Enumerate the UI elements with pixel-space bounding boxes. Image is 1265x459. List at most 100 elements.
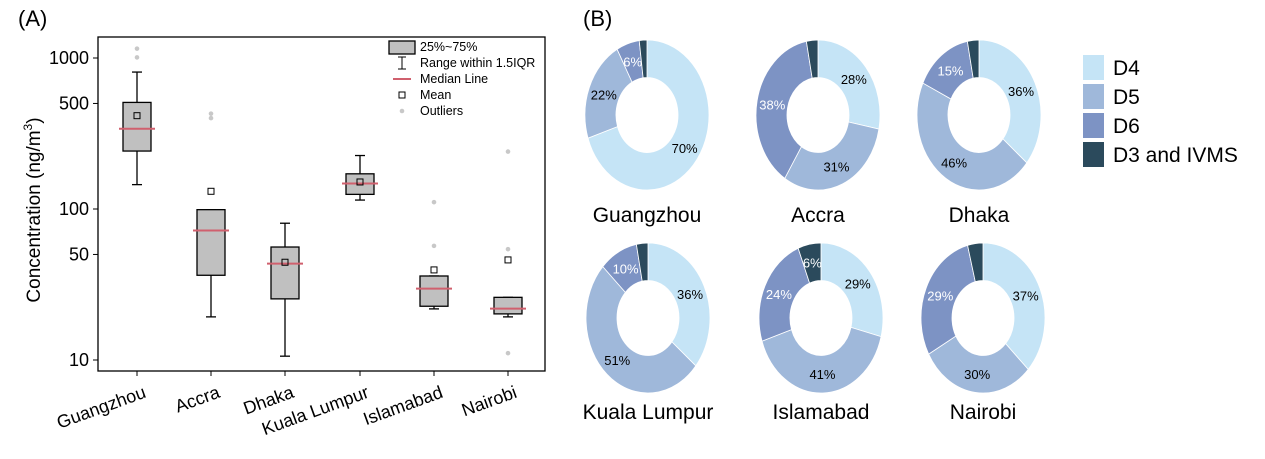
donut-slice-d3-and-ivms: [797, 242, 822, 284]
slice-label: 10%: [613, 262, 639, 277]
box-nairobi: [490, 149, 526, 356]
legend-label: D6: [1113, 115, 1140, 138]
legend-box-swatch: [388, 40, 416, 55]
mean-marker: [281, 258, 289, 266]
legend-label: 25%~75%: [420, 40, 477, 54]
mean-marker: [430, 266, 438, 274]
donut-slice-d5: [784, 121, 880, 191]
legend-label: Mean: [420, 88, 451, 102]
iqr-box: [419, 275, 449, 307]
iqr-box: [270, 246, 300, 300]
legend-label: D3 and IVMS: [1113, 144, 1238, 167]
box-dhaka: [267, 222, 303, 357]
box-plot-legend: 25%~75% Range within 1.5IQR Median Line Mea…: [388, 40, 535, 118]
slice-label: 41%: [809, 367, 835, 382]
donut-slice-d3-and-ivms: [635, 242, 649, 282]
legend-swatch: [1083, 84, 1104, 109]
donut-slice-d6: [755, 40, 813, 179]
mean-marker: [133, 112, 141, 120]
y-axis-label-sup: 3: [21, 123, 35, 130]
donut-dhaka: 36% 46% 15% Dhaka: [916, 39, 1042, 227]
y-tick-label: 10: [69, 350, 89, 370]
legend-label: D4: [1113, 57, 1140, 80]
slice-label: 36%: [1008, 84, 1034, 99]
donut-slice-d6: [920, 244, 976, 355]
y-axis-label-close: ): [24, 117, 45, 123]
slice-label: 51%: [604, 353, 630, 368]
outlier-point: [208, 115, 214, 121]
y-axis-label: Concentration (ng/m3): [21, 117, 45, 302]
donut-charts: 70% 22% 6% Guangzhou 28% 31% 38% Accra 36% 46% 15%…: [583, 39, 1046, 424]
donut-slice-d4: [587, 39, 710, 191]
donut-slice-d5: [585, 266, 697, 394]
slice-label: 70%: [672, 141, 698, 156]
legend-label: Outliers: [420, 104, 463, 118]
legend-label: D5: [1113, 86, 1140, 109]
mean-marker: [207, 187, 215, 195]
outlier-point: [505, 149, 511, 154]
y-tick-label: 50: [69, 244, 89, 264]
donut-nairobi: 37% 30% 29% Nairobi: [920, 242, 1046, 424]
panel-label-a: (A): [18, 6, 47, 31]
legend-swatch: [1083, 142, 1104, 167]
iqr-box: [493, 296, 523, 315]
donut-title: Dhaka: [949, 204, 1010, 227]
donut-slice-d4: [817, 39, 881, 130]
slice-label: 6%: [803, 256, 822, 271]
donut-slice-d5: [916, 82, 1028, 191]
outlier-point: [208, 111, 214, 116]
donut-legend: D4 D5 D6 D3 and IVMS: [1083, 55, 1238, 167]
legend-swatch: [1083, 55, 1104, 80]
x-tick-label: Nairobi: [459, 382, 519, 420]
legend-swatch: [1083, 113, 1104, 138]
donut-slice-d4: [978, 39, 1042, 164]
donut-islamabad: 29% 41% 24% 6% Islamabad: [758, 242, 884, 424]
slice-label: 37%: [1013, 289, 1039, 304]
y-tick-label: 1000: [49, 48, 89, 68]
donut-accra: 28% 31% 38% Accra: [755, 39, 881, 227]
slice-label: 29%: [845, 277, 871, 292]
iqr-box: [122, 101, 152, 152]
donut-slice-d3-and-ivms: [966, 39, 980, 79]
donut-title: Islamabad: [773, 401, 870, 424]
slice-label: 29%: [927, 289, 953, 304]
donut-slice-d3-and-ivms: [638, 39, 648, 79]
donut-title: Guangzhou: [593, 204, 702, 227]
donut-slice-d5: [928, 335, 1029, 394]
y-tick-label: 100: [59, 199, 89, 219]
slice-label: 38%: [759, 97, 785, 112]
mean-marker: [356, 178, 364, 186]
panel-label-b: (B): [583, 6, 612, 31]
outlier-point: [431, 243, 437, 249]
donut-slice-d5: [761, 326, 882, 394]
slice-label: 30%: [964, 367, 990, 382]
iqr-box: [196, 209, 226, 276]
outlier-point: [134, 55, 140, 60]
box-accra: [193, 111, 229, 318]
outlier-point: [431, 199, 437, 205]
outlier-point: [134, 46, 140, 51]
legend-label: Range within 1.5IQR: [420, 56, 535, 70]
outlier-point: [505, 350, 511, 356]
box-kuala-lumpur: [342, 154, 378, 201]
donut-title: Nairobi: [950, 401, 1017, 424]
donut-slice-d4: [647, 242, 711, 367]
slice-label: 31%: [823, 160, 849, 175]
donut-kuala-lumpur: 36% 51% 10% Kuala Lumpur: [583, 242, 714, 424]
legend-label: Median Line: [420, 72, 488, 86]
box-islamabad: [416, 199, 452, 310]
slice-label: 6%: [623, 55, 642, 70]
x-tick-label: Guangzhou: [54, 382, 148, 433]
donut-guangzhou: 70% 22% 6% Guangzhou: [584, 39, 710, 227]
plot-frame: [97, 36, 546, 372]
y-axis-label-main: Concentration (ng/m: [24, 130, 45, 302]
slice-label: 15%: [937, 64, 963, 79]
box-guangzhou: [119, 46, 155, 186]
x-tick-label: Islamabad: [360, 382, 445, 429]
donut-title: Kuala Lumpur: [583, 401, 714, 424]
slice-label: 24%: [766, 287, 792, 302]
slice-label: 28%: [841, 72, 867, 87]
slice-label: 36%: [677, 287, 703, 302]
